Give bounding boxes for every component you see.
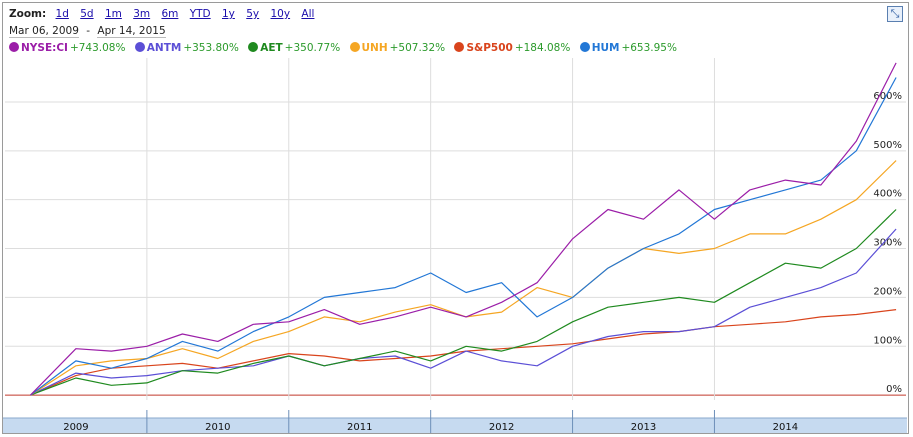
x-tick-label: 2009 <box>63 422 88 433</box>
legend-symbol: UNH <box>361 42 388 54</box>
x-tick-label: 2014 <box>773 422 798 433</box>
legend-change: +184.08% <box>514 42 571 54</box>
series-line-nyseci <box>30 62 897 396</box>
y-tick-label: 600% <box>873 91 902 102</box>
series-line-aet <box>30 209 897 396</box>
y-tick-label: 200% <box>873 286 902 297</box>
y-tick-label: 0% <box>886 384 902 395</box>
x-tick-label: 2011 <box>347 422 372 433</box>
legend-change: +653.95% <box>621 42 677 54</box>
legend-item-aet[interactable]: AET +350.77% <box>248 42 340 54</box>
date-end-field[interactable]: Apr 14, 2015 <box>97 25 166 38</box>
zoom-label: Zoom: <box>9 8 47 20</box>
legend-change: +507.32% <box>389 42 446 54</box>
zoom-option-6m[interactable]: 6m <box>161 8 179 20</box>
series-line-hum <box>30 77 897 396</box>
legend-symbol: NYSE:CI <box>21 42 68 54</box>
zoom-option-all[interactable]: All <box>301 8 315 20</box>
zoom-option-1m[interactable]: 1m <box>104 8 122 20</box>
series-dot-icon <box>454 42 465 52</box>
zoom-option-1d[interactable]: 1d <box>55 8 69 20</box>
date-separator: - <box>86 25 91 37</box>
legend-symbol: HUM <box>591 42 620 54</box>
zoom-option-5d[interactable]: 5d <box>80 8 94 20</box>
series-dot-icon <box>9 42 19 52</box>
series-dot-icon <box>248 42 259 52</box>
date-range: Mar 06, 2009 - Apr 14, 2015 <box>9 25 166 38</box>
x-tick-label: 2010 <box>205 422 230 433</box>
zoom-option-3m[interactable]: 3m <box>133 8 151 20</box>
legend-item-unh[interactable]: UNH +507.32% <box>349 42 446 54</box>
legend-item-antm[interactable]: ANTM +353.80% <box>134 42 239 54</box>
series-dot-icon <box>579 42 590 52</box>
series-dot-icon <box>349 42 360 52</box>
y-tick-label: 100% <box>873 335 902 346</box>
y-tick-label: 300% <box>873 238 902 249</box>
x-tick-label: 2013 <box>631 422 656 433</box>
legend-change: +350.77% <box>284 42 341 54</box>
expand-icon[interactable]: ⤡ <box>887 6 903 22</box>
y-tick-label: 500% <box>873 140 902 151</box>
legend-item-sp500[interactable]: S&P500 +184.08% <box>454 42 570 54</box>
x-tick-label: 2012 <box>489 422 514 433</box>
legend-item-ci[interactable]: NYSE:CI +743.08% <box>9 42 125 54</box>
zoom-option-10y[interactable]: 10y <box>270 8 291 20</box>
legend-symbol: ANTM <box>146 42 182 54</box>
zoom-option-ytd[interactable]: YTD <box>189 8 211 20</box>
legend: NYSE:CI +743.08% ANTM +353.80% AET +350.77%… <box>9 42 683 54</box>
zoom-option-1y[interactable]: 1y <box>222 8 235 20</box>
series-dot-icon <box>134 42 145 52</box>
plot-background <box>5 58 906 400</box>
zoom-bar: Zoom: 1d 5d 1m 3m 6m YTD 1y 5y 10y All <box>9 8 322 22</box>
time-axis-band <box>3 418 907 433</box>
legend-symbol: AET <box>260 42 283 54</box>
date-start-field[interactable]: Mar 06, 2009 <box>9 25 79 38</box>
legend-symbol: S&P500 <box>466 42 513 54</box>
legend-item-hum[interactable]: HUM +653.95% <box>579 42 677 54</box>
legend-change: +743.08% <box>69 42 126 54</box>
zoom-option-5y[interactable]: 5y <box>246 8 260 20</box>
y-tick-label: 400% <box>873 189 902 200</box>
legend-change: +353.80% <box>183 42 239 54</box>
